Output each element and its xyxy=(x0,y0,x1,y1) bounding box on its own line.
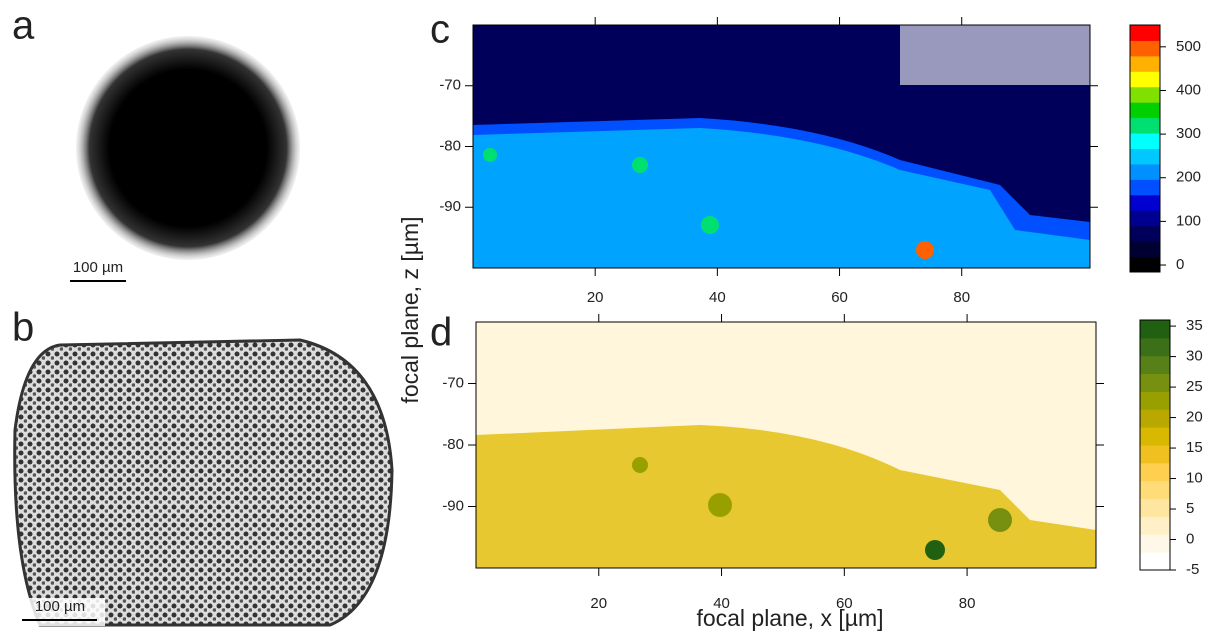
section-image xyxy=(13,338,394,627)
colorbar-band xyxy=(1140,409,1170,428)
panel-label: c xyxy=(430,8,450,52)
scale-bar-label: 100 µm xyxy=(73,259,123,276)
colorbar-band xyxy=(1130,148,1160,165)
colorbar-band xyxy=(1140,498,1170,517)
y-tick-label: -90 xyxy=(442,497,464,514)
x-tick-label: 20 xyxy=(587,289,604,306)
colorbar-tick-label: -5 xyxy=(1186,561,1199,578)
y-tick-label: -70 xyxy=(442,374,464,391)
colorbar-band xyxy=(1140,427,1170,446)
colorbar-band xyxy=(1140,373,1170,392)
colorbar-tick-label: 30 xyxy=(1186,348,1203,365)
scale-bar-label: 100 µm xyxy=(35,598,85,615)
colorbar-band xyxy=(1130,241,1160,258)
panel-label: b xyxy=(12,306,34,350)
colorbar-tick-label: 25 xyxy=(1186,378,1203,395)
colorbar-band xyxy=(1130,256,1160,273)
y-tick-label: -80 xyxy=(442,436,464,453)
colorbar-band xyxy=(1130,194,1160,211)
colorbar-frame xyxy=(1139,319,1171,571)
colorbar-band xyxy=(1140,552,1170,571)
heatmap-c-image xyxy=(473,25,1090,268)
scale-bg xyxy=(15,598,105,626)
colorbar-band xyxy=(1140,534,1170,553)
panel-label: d xyxy=(430,311,452,355)
x-axis-label: focal plane, x [µm] xyxy=(696,605,883,631)
spheroid-image xyxy=(76,36,300,260)
colorbar-tick-label: 10 xyxy=(1186,470,1203,487)
y-tick-label: -90 xyxy=(439,198,461,215)
colorbar-band xyxy=(1140,462,1170,482)
colorbar-band xyxy=(1130,163,1160,180)
y-tick-label: -80 xyxy=(439,137,461,154)
y-axis-label: focal plane, z [µm] xyxy=(397,216,423,403)
colorbar-tick-label: 400 xyxy=(1176,81,1201,98)
x-tick-label: 40 xyxy=(713,595,730,612)
colorbar-band xyxy=(1130,117,1160,134)
colorbar-band xyxy=(1140,391,1170,410)
colorbar-tick-label: 500 xyxy=(1176,38,1201,55)
colorbar-band xyxy=(1140,516,1170,535)
colorbar-tick-label: 0 xyxy=(1176,256,1184,273)
colorbar-band xyxy=(1140,320,1170,339)
colorbar-tick-label: 20 xyxy=(1186,409,1203,426)
colorbar-frame xyxy=(1129,24,1161,273)
colorbar-tick-label: 15 xyxy=(1186,439,1203,456)
x-tick-label: 40 xyxy=(709,289,726,306)
colorbar-band xyxy=(1140,445,1170,464)
colorbar-band xyxy=(1130,86,1160,103)
colorbar-tick-label: 100 xyxy=(1176,212,1201,229)
colorbar-band xyxy=(1130,179,1160,196)
colorbar-band xyxy=(1130,225,1160,242)
heatmap-d-image xyxy=(476,322,1096,568)
y-tick-label: -70 xyxy=(439,77,461,94)
x-tick-label: 20 xyxy=(590,595,607,612)
colorbar-tick-label: 0 xyxy=(1186,530,1194,547)
colorbar-band xyxy=(1140,337,1170,357)
colorbar-band xyxy=(1130,102,1160,119)
colorbar-band xyxy=(1130,55,1160,72)
colorbar-band xyxy=(1130,210,1160,227)
colorbar-band xyxy=(1140,355,1170,375)
colorbar-tick-label: 35 xyxy=(1186,317,1203,334)
colorbar-tick-label: 300 xyxy=(1176,125,1201,142)
x-tick-label: 60 xyxy=(831,289,848,306)
panel-label: a xyxy=(12,4,35,48)
colorbar-band xyxy=(1130,40,1160,57)
colorbar-band xyxy=(1140,480,1170,500)
colorbar-band xyxy=(1130,25,1160,41)
colorbar-band xyxy=(1130,133,1160,149)
colorbar-tick-label: 200 xyxy=(1176,169,1201,186)
x-tick-label: 60 xyxy=(836,595,853,612)
x-tick-label: 80 xyxy=(953,289,970,306)
colorbar-band xyxy=(1130,71,1160,88)
x-tick-label: 80 xyxy=(959,595,976,612)
colorbar-tick-label: 5 xyxy=(1186,500,1194,517)
